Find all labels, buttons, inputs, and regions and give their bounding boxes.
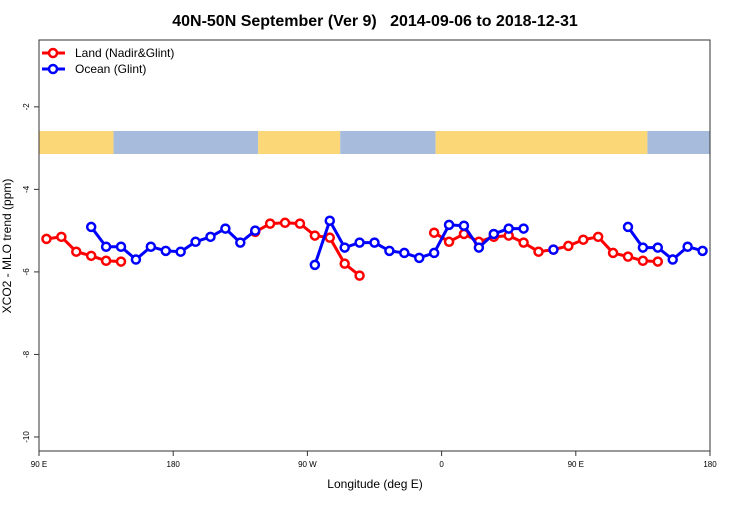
data-point [339, 242, 350, 253]
data-point [339, 258, 350, 269]
data-point [235, 237, 246, 248]
data-point [667, 254, 678, 265]
y-axis-label: XCO2 - MLO trend (ppm) [0, 179, 14, 314]
data-point [518, 223, 529, 234]
data-point [384, 245, 395, 257]
x-tick-label: 180 [703, 460, 717, 469]
map-ocean-region [647, 131, 710, 154]
data-point [533, 246, 544, 257]
data-point [41, 233, 52, 245]
legend: Land (Nadir&Glint) Ocean (Glint) [42, 46, 174, 76]
y-axis: -2 -4 -6 -8 -10 [22, 103, 39, 443]
data-point [71, 246, 82, 257]
data-point [294, 218, 306, 229]
data-point [175, 246, 186, 257]
data-point [622, 221, 634, 233]
data-point [56, 231, 67, 243]
data-point [399, 247, 410, 259]
x-tick-label: 90 W [298, 460, 317, 469]
data-point [85, 250, 97, 262]
data-point [592, 231, 604, 243]
map-ocean-region [340, 131, 436, 154]
data-point [369, 237, 380, 248]
data-point [473, 242, 485, 253]
data-point [354, 270, 365, 281]
x-tick-label: 90 E [568, 460, 584, 469]
data-point [85, 221, 97, 233]
data-point [443, 219, 455, 231]
y-tick-label: -8 [22, 350, 31, 358]
legend-marker-ocean [47, 63, 59, 75]
data-point [488, 228, 500, 240]
legend-label-ocean: Ocean (Glint) [75, 62, 146, 76]
series-land [41, 217, 664, 281]
map-land-region [435, 131, 648, 154]
data-point [652, 256, 664, 267]
data-point [100, 255, 112, 267]
map-land-region [258, 131, 341, 154]
data-point [309, 259, 321, 271]
map-land-region [39, 131, 114, 154]
data-point [324, 215, 336, 226]
y-tick-label: -4 [22, 185, 31, 193]
plot-frame [38, 39, 711, 452]
data-point [249, 225, 261, 236]
y-tick-label: -6 [22, 268, 31, 276]
data-point [279, 217, 291, 229]
data-point [220, 223, 231, 234]
map-ocean-region [113, 131, 259, 154]
y-tick-label: -10 [22, 431, 31, 443]
data-point [130, 254, 142, 265]
chart-title: 40N-50N September (Ver 9) 2014-09-06 to … [172, 13, 578, 30]
legend-item-ocean: Ocean (Glint) [42, 62, 146, 76]
data-point [145, 241, 157, 252]
series-line [89, 226, 257, 262]
data-point [548, 244, 559, 255]
data-point [354, 237, 365, 248]
data-point [458, 220, 470, 231]
data-point [697, 245, 708, 257]
data-point [115, 256, 127, 267]
data-point [428, 227, 440, 238]
data-point [637, 242, 649, 253]
data-point [309, 230, 321, 241]
data-point [264, 218, 276, 229]
data-point [413, 252, 425, 264]
series-ocean [85, 215, 708, 271]
y-tick-label: -2 [22, 103, 31, 111]
data-point [443, 236, 455, 248]
legend-marker-land [47, 47, 59, 59]
data-point [518, 237, 529, 248]
x-tick-label: 0 [439, 460, 444, 469]
data-point [503, 223, 514, 234]
x-axis: 90 E 180 90 W 0 90 E 180 [31, 451, 717, 469]
series-layer [41, 215, 708, 281]
x-tick-label: 180 [167, 460, 181, 469]
x-tick-label: 90 E [31, 460, 47, 469]
data-point [115, 241, 127, 252]
data-point [324, 232, 336, 243]
data-point [100, 241, 112, 252]
legend-item-land: Land (Nadir&Glint) [42, 46, 174, 60]
data-point [682, 241, 693, 252]
legend-label-land: Land (Nadir&Glint) [75, 46, 174, 60]
data-point [190, 236, 201, 248]
world-map-strip [39, 131, 710, 154]
data-point [637, 255, 649, 267]
data-point [563, 240, 574, 252]
data-point [622, 251, 634, 262]
data-point [205, 231, 216, 243]
data-point [652, 242, 664, 253]
x-axis-label: Longitude (deg E) [327, 477, 422, 491]
data-point [607, 247, 619, 259]
data-point [428, 247, 440, 259]
data-point [160, 245, 171, 257]
data-point [578, 234, 589, 245]
